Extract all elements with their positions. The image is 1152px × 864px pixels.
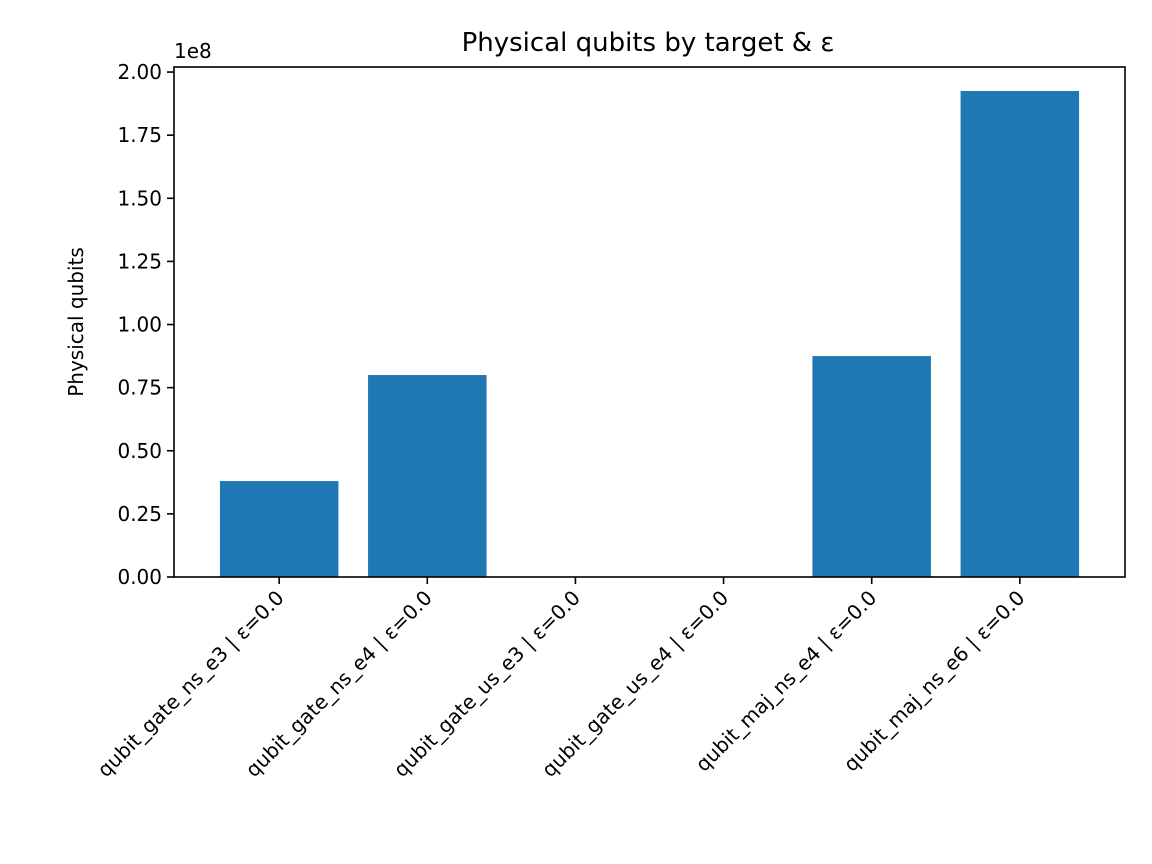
bar-4 [812, 356, 931, 577]
y-tick-label-2: 0.50 [117, 439, 162, 463]
y-tick-label-0: 0.00 [117, 565, 162, 589]
bars-group [219, 90, 1080, 578]
y-tick-label-5: 1.25 [117, 249, 162, 273]
y-tick-label-1: 0.25 [117, 502, 162, 526]
bar-5 [960, 90, 1080, 578]
y-axis-label: Physical qubits [64, 247, 88, 397]
bar-1 [368, 375, 487, 577]
y-tick-label-6: 1.50 [117, 186, 162, 210]
bar-0 [219, 481, 339, 577]
y-tick-label-7: 1.75 [117, 123, 162, 147]
y-axis-offset-label: 1e8 [174, 39, 212, 63]
chart-title: Physical qubits by target & ε [462, 28, 835, 58]
y-axis-ticks: 0.00 0.25 0.50 0.75 1.00 1.25 1.50 1.75 2.00 [117, 60, 174, 589]
y-tick-label-4: 1.00 [117, 313, 162, 337]
y-tick-label-8: 2.00 [117, 60, 162, 84]
y-tick-label-3: 0.75 [117, 376, 162, 400]
plot-area-frame [173, 66, 1126, 578]
x-axis-ticks: qubit_gate_ns_e3 | ε=0.0qubit_gate_ns_e4… [92, 577, 1029, 782]
